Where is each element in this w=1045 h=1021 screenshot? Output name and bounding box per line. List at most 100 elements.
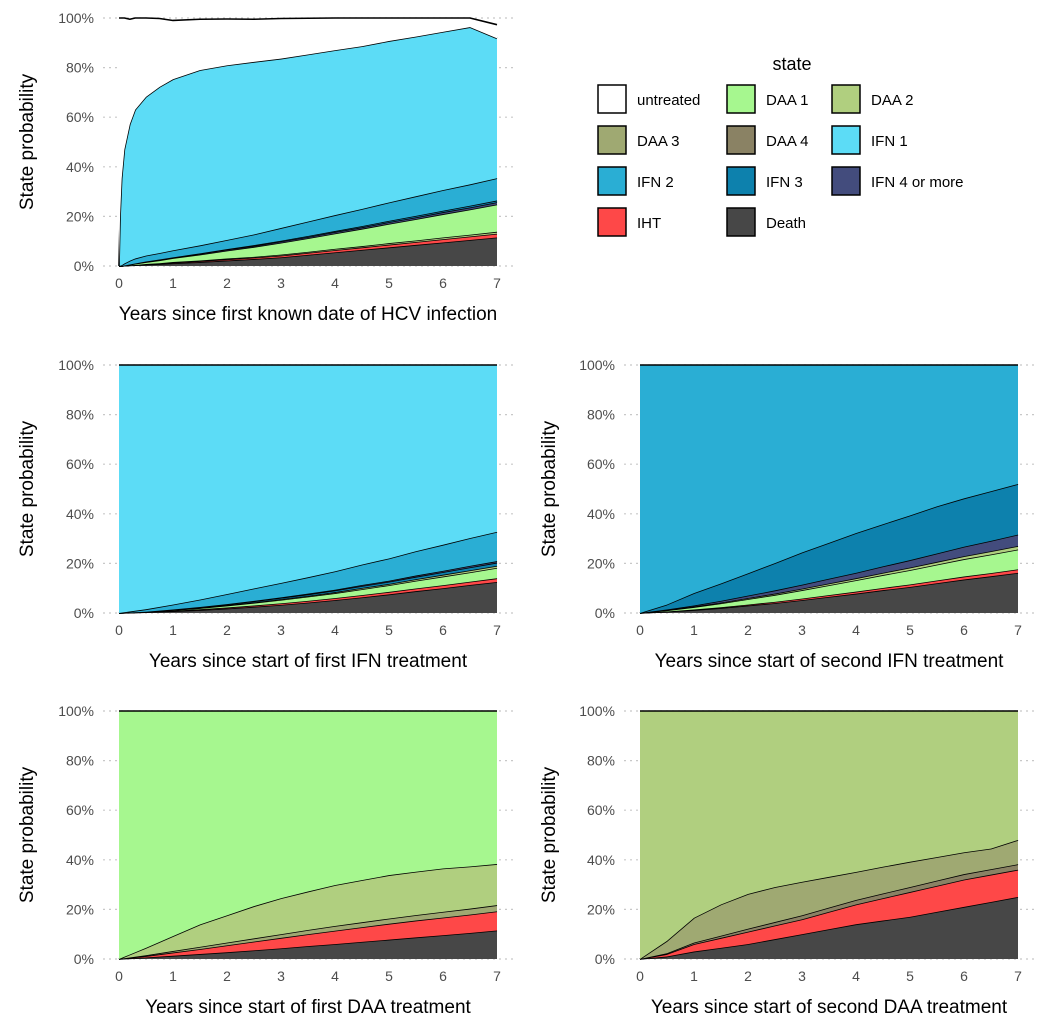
x-tick-label: 7	[493, 275, 501, 291]
x-tick-label: 0	[115, 622, 123, 638]
legend-swatch	[597, 166, 627, 196]
legend-label: IHT	[637, 215, 661, 232]
area-death	[119, 237, 497, 266]
area-daa-1	[119, 711, 497, 959]
legend-item-ifn-3: IFN 3	[726, 166, 803, 196]
y-tick-label: 80%	[66, 753, 94, 769]
y-tick-label: 60%	[66, 456, 94, 472]
legend-items: untreated DAA 1 DAA 2 DAA 3 DAA 4 IFN 1 IFN 2 I…	[597, 84, 964, 237]
y-tick-label: 60%	[66, 109, 94, 125]
area-death	[119, 582, 497, 613]
legend-item-daa-4: DAA 4	[726, 125, 809, 155]
x-tick-label: 5	[906, 968, 914, 984]
x-tick-label: 4	[852, 622, 860, 638]
x-tick-label: 7	[493, 622, 501, 638]
y-tick-label: 40%	[66, 852, 94, 868]
legend-label: IFN 2	[637, 174, 674, 191]
y-tick-label: 0%	[74, 605, 94, 621]
y-tick-label: 100%	[58, 357, 94, 373]
x-tick-label: 3	[277, 622, 285, 638]
chart-panel-4: 0% 20% 40% 60% 80% 100% 0 1 2 3 4 5 6 7 Years since st…	[17, 703, 517, 1018]
y-tick-label: 20%	[66, 901, 94, 917]
x-axis-title: Years since start of first DAA treatment	[145, 997, 471, 1018]
legend-label: Death	[766, 215, 806, 232]
legend-label: IFN 4 or more	[871, 174, 964, 191]
x-tick-label: 3	[798, 968, 806, 984]
y-tick-label: 80%	[66, 407, 94, 423]
legend-label: untreated	[637, 92, 700, 109]
area-ifn-1	[119, 365, 497, 613]
area-iht	[640, 869, 1018, 959]
y-tick-label: 20%	[587, 555, 615, 571]
chart-panel-5: 0% 20% 40% 60% 80% 100% 0 1 2 3 4 5 6 7 Years since st…	[539, 703, 1038, 1018]
x-tick-label: 2	[223, 622, 231, 638]
area-death	[640, 572, 1018, 613]
x-tick-label: 5	[385, 968, 393, 984]
x-tick-label: 6	[960, 622, 968, 638]
x-tick-label: 5	[906, 622, 914, 638]
y-tick-label: 20%	[66, 208, 94, 224]
y-tick-label: 20%	[587, 901, 615, 917]
x-tick-label: 6	[439, 968, 447, 984]
legend-swatch	[597, 207, 627, 237]
legend-item-untreated: untreated	[597, 84, 700, 114]
x-tick-label: 1	[690, 968, 698, 984]
legend-item-iht: IHT	[597, 207, 661, 237]
y-tick-label: 60%	[66, 802, 94, 818]
y-axis-title: State probability	[17, 420, 38, 557]
x-axis-title: Years since first known date of HCV infe…	[119, 304, 497, 325]
y-tick-label: 100%	[579, 357, 615, 373]
x-axis-title: Years since start of second DAA treatmen…	[651, 997, 1008, 1018]
area-death	[640, 897, 1018, 959]
x-tick-label: 6	[960, 968, 968, 984]
x-tick-label: 7	[1014, 968, 1022, 984]
y-tick-label: 80%	[587, 753, 615, 769]
area-daa-1	[119, 204, 497, 266]
x-tick-label: 4	[331, 968, 339, 984]
x-tick-label: 4	[331, 275, 339, 291]
x-tick-label: 1	[169, 622, 177, 638]
area-ifn-3	[640, 484, 1018, 613]
y-tick-label: 0%	[595, 605, 615, 621]
legend-item-daa-3: DAA 3	[597, 125, 680, 155]
legend-item-daa-2: DAA 2	[831, 84, 914, 114]
legend-label: DAA 2	[871, 92, 914, 109]
y-axis-title: State probability	[539, 766, 560, 903]
legend-swatch	[597, 84, 627, 114]
x-tick-label: 2	[223, 968, 231, 984]
y-tick-label: 80%	[66, 60, 94, 76]
legend-title: state	[772, 54, 811, 74]
x-tick-label: 0	[636, 968, 644, 984]
chart-panel-3: 0% 20% 40% 60% 80% 100% 0 1 2 3 4 5 6 7 Years since st…	[539, 357, 1038, 672]
legend-item-ifn-1: IFN 1	[831, 125, 908, 155]
x-tick-label: 0	[636, 622, 644, 638]
x-tick-label: 0	[115, 968, 123, 984]
x-axis-title: Years since start of first IFN treatment	[149, 651, 468, 672]
legend-item-death: Death	[726, 207, 806, 237]
legend-label: DAA 1	[766, 92, 809, 109]
y-axis-title: State probability	[17, 73, 38, 210]
legend-swatch	[831, 84, 861, 114]
x-tick-label: 2	[223, 275, 231, 291]
y-tick-label: 40%	[587, 506, 615, 522]
area-ifn-1	[119, 27, 497, 267]
legend-label: DAA 3	[637, 133, 680, 150]
x-tick-label: 4	[852, 968, 860, 984]
y-tick-label: 40%	[66, 506, 94, 522]
legend-item-ifn-4-or-more: IFN 4 or more	[831, 166, 964, 196]
legend-swatch	[726, 125, 756, 155]
legend-item-daa-1: DAA 1	[726, 84, 809, 114]
x-tick-label: 5	[385, 275, 393, 291]
area-daa-3	[640, 839, 1018, 959]
legend-label: IFN 1	[871, 133, 908, 150]
y-tick-label: 0%	[595, 951, 615, 967]
area-iht	[119, 911, 497, 959]
area-ifn-2	[640, 365, 1018, 613]
x-tick-label: 5	[385, 622, 393, 638]
area-ifn-2	[119, 531, 497, 613]
y-tick-label: 60%	[587, 802, 615, 818]
y-tick-label: 60%	[587, 456, 615, 472]
legend-label: IFN 3	[766, 174, 803, 191]
